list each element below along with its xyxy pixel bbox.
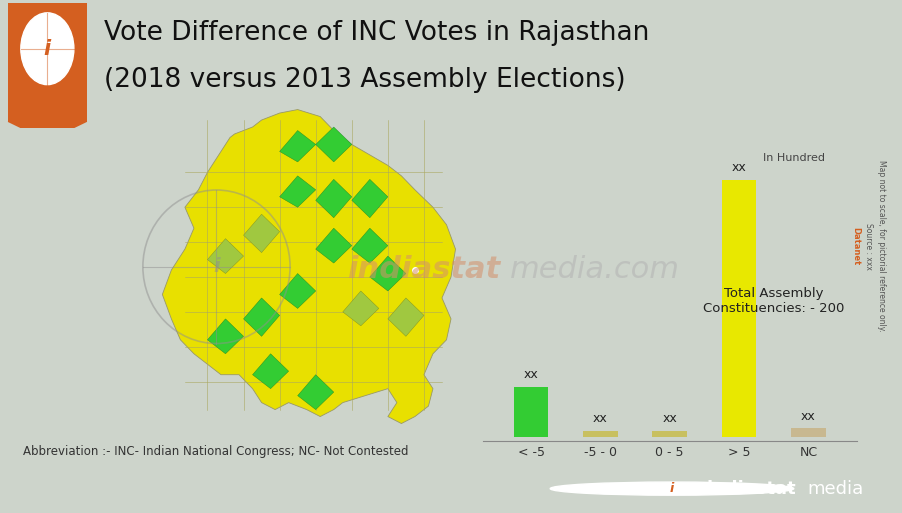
Polygon shape <box>280 273 316 308</box>
Text: Abbreviation :- INC- Indian National Congress; NC- Not Contested: Abbreviation :- INC- Indian National Con… <box>23 445 408 458</box>
Text: i: i <box>44 39 51 58</box>
Text: i: i <box>213 257 220 277</box>
Polygon shape <box>343 291 379 326</box>
Polygon shape <box>352 180 388 218</box>
Polygon shape <box>316 180 352 218</box>
Polygon shape <box>7 122 87 141</box>
Polygon shape <box>316 228 352 263</box>
Bar <box>514 387 548 437</box>
Bar <box>791 428 825 437</box>
Polygon shape <box>162 110 456 424</box>
Polygon shape <box>370 256 406 291</box>
Text: i: i <box>670 482 674 495</box>
Polygon shape <box>298 374 334 409</box>
Text: Total Assembly
Constituencies: - 200: Total Assembly Constituencies: - 200 <box>703 287 844 315</box>
Bar <box>722 180 757 437</box>
Polygon shape <box>207 239 244 273</box>
Text: Map not to scale, for pictorial reference only.: Map not to scale, for pictorial referenc… <box>877 161 886 332</box>
Text: media.com: media.com <box>510 255 679 284</box>
Text: Source : xxx: Source : xxx <box>864 223 873 270</box>
Polygon shape <box>388 298 424 337</box>
Text: In Hundred: In Hundred <box>763 153 825 163</box>
Polygon shape <box>244 214 280 252</box>
Text: Vote Difference of INC Votes in Rajasthan: Vote Difference of INC Votes in Rajastha… <box>104 20 649 46</box>
Text: xx: xx <box>524 368 538 381</box>
Text: (2018 versus 2013 Assembly Elections): (2018 versus 2013 Assembly Elections) <box>104 67 625 93</box>
Text: xx: xx <box>593 412 608 425</box>
Polygon shape <box>253 354 289 389</box>
Circle shape <box>550 482 794 495</box>
Polygon shape <box>280 176 316 207</box>
Text: xx: xx <box>662 412 677 425</box>
Polygon shape <box>316 127 352 162</box>
Polygon shape <box>207 319 244 354</box>
Polygon shape <box>244 298 280 337</box>
Bar <box>583 431 618 437</box>
Bar <box>652 431 687 437</box>
FancyBboxPatch shape <box>7 3 87 122</box>
Circle shape <box>21 13 74 85</box>
Text: indiastat: indiastat <box>706 480 796 498</box>
Text: indiastat: indiastat <box>347 255 501 284</box>
Polygon shape <box>280 130 316 162</box>
Polygon shape <box>352 228 388 263</box>
Text: xx: xx <box>801 410 815 423</box>
Text: Datanet: Datanet <box>851 227 861 265</box>
Text: xx: xx <box>732 162 747 174</box>
Text: media: media <box>807 480 863 498</box>
